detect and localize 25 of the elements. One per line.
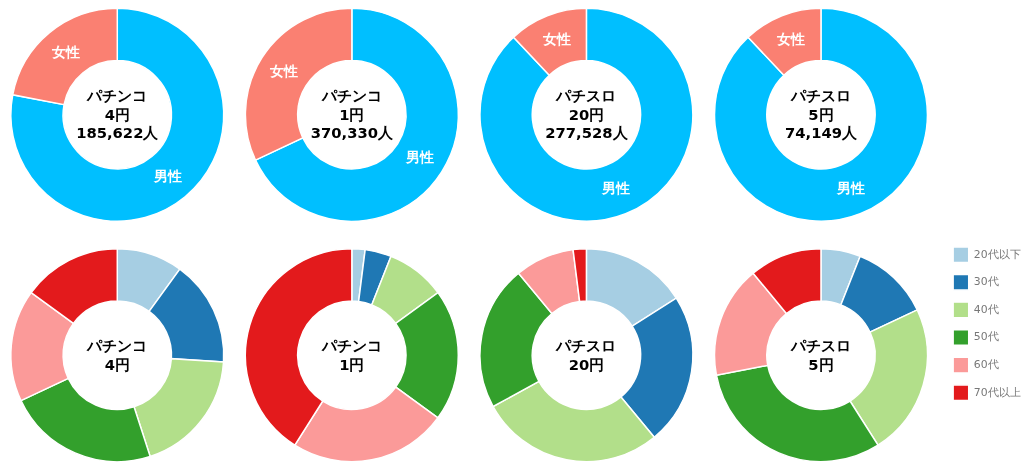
text: パチスロ 5円 74,149人: [784, 86, 858, 142]
donut-slice: [713, 7, 929, 222]
slice-label: 男性: [835, 180, 865, 197]
slice-label: 女性: [51, 43, 81, 60]
donut-slice: [10, 7, 225, 222]
text: パチンコ 4円: [86, 336, 148, 373]
legend-label: 50代: [973, 330, 999, 344]
text: パチンコ 1円 370,330人: [310, 86, 394, 142]
donut-slice: [479, 7, 694, 222]
legend-label: 20代以下: [973, 247, 1021, 261]
text: パチスロ 20円 277,528人: [545, 86, 629, 142]
text: パチンコ 4円 185,622人: [76, 86, 160, 142]
slice-label: 男性: [600, 180, 630, 197]
slice-label: 女性: [776, 31, 806, 48]
slice-label: 女性: [269, 62, 299, 79]
legend-label: 40代: [973, 302, 999, 316]
slice-label: 男性: [404, 148, 434, 165]
legend-label: 60代: [973, 358, 999, 372]
slice-label: 男性: [153, 167, 183, 184]
legend-label: 70代以上: [973, 385, 1021, 399]
legend-label: 30代: [973, 275, 999, 289]
slice-label: 女性: [541, 31, 571, 48]
text: パチスロ 20円: [555, 336, 617, 373]
text: パチスロ 5円: [789, 336, 851, 373]
text: パチンコ 1円: [320, 336, 382, 373]
